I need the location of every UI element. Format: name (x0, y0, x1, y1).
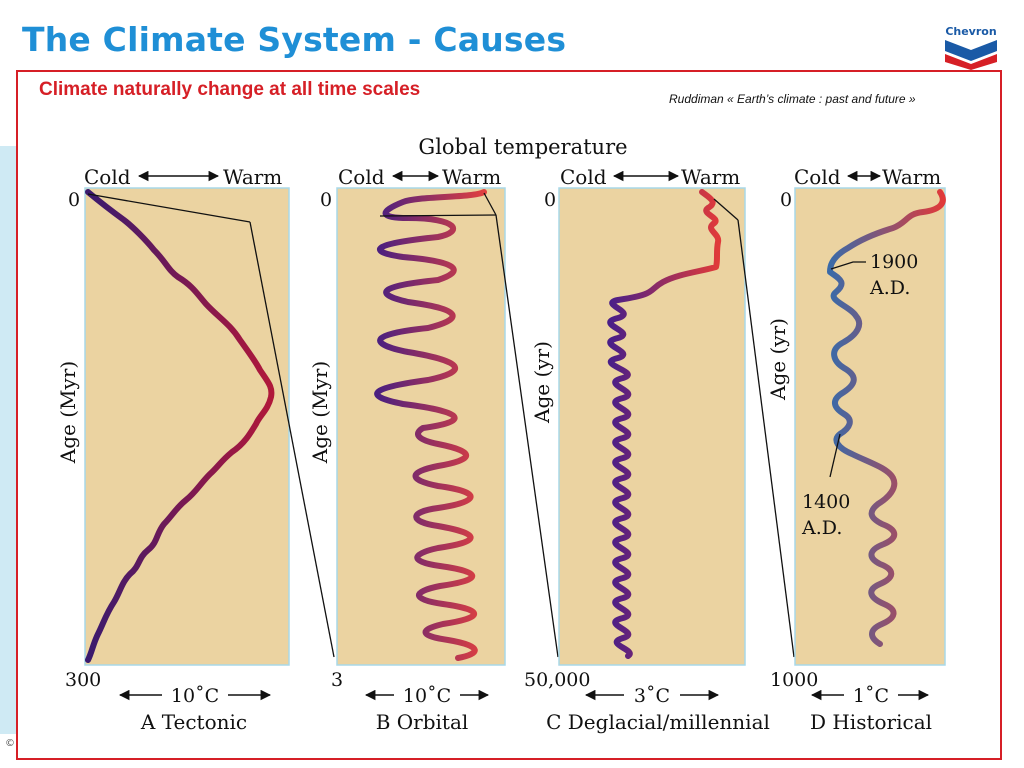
panel-a-caption: A Tectonic (140, 710, 247, 734)
panel-c-caption: C Deglacial/millennial (546, 710, 770, 734)
panel-d-scale-label: 1˚C (853, 685, 889, 707)
panel-d-1400-label-bg (800, 486, 858, 542)
panel-b-bottom-value: 3 (331, 669, 343, 691)
panel-c-y-axis-label: Age (yr) (530, 341, 554, 424)
panel-d-1400-label: 1400 (802, 491, 850, 513)
figure-header: Global temperature (418, 135, 627, 159)
figure-citation: Ruddiman « Earth’s climate : past and fu… (669, 92, 916, 106)
panel-b-scale-mask (394, 684, 460, 706)
panel-c-connector-top (713, 198, 739, 221)
logo-wordmark: Chevron (945, 25, 996, 38)
panel-d-caption: D Historical (810, 710, 932, 734)
panel-c: Cold Warm 0 50,000 Age (yr) 3˚C C Deglac… (524, 165, 795, 734)
panel-a-scale-mask (162, 684, 228, 706)
panel-b-warm-label: Warm (442, 165, 501, 189)
panel-c-bottom-value: 50,000 (524, 669, 590, 691)
panel-c-warm-label: Warm (681, 165, 740, 189)
panel-c-top-value: 0 (544, 189, 556, 211)
chevron-logo: Chevron (945, 25, 997, 70)
panel-d-scale-mask (844, 684, 898, 706)
panel-a-top-value: 0 (68, 189, 80, 211)
panel-c-temperature-curve (607, 189, 722, 659)
panel-a-cold-label: Cold (84, 165, 131, 189)
panel-d-1400-label-ad: A.D. (801, 517, 842, 539)
panel-d-1400-leader (829, 433, 841, 478)
temperature-figure: Global temperature Cold Warm 0 300 Age (… (56, 135, 946, 734)
panel-d-bottom-value: 1000 (770, 669, 818, 691)
panel-a-bottom-value: 300 (65, 669, 101, 691)
panel-b-connector-top (483, 192, 497, 216)
panel-c-cold-label: Cold (560, 165, 607, 189)
panel-a-y-axis-label: Age (Myr) (56, 361, 80, 464)
panel-d-y-axis-label: Age (yr) (766, 318, 790, 401)
slide-title: The Climate System - Causes (22, 20, 567, 59)
panel-c-scale-label: 3˚C (634, 685, 670, 707)
panel-d-warm-label: Warm (882, 165, 941, 189)
panel-a-connector-top (87, 193, 251, 223)
panel-b-connector-diagonal (495, 214, 559, 658)
panel-a-temperature-curve (85, 189, 275, 663)
panel-d-1900-label-bg (866, 248, 926, 302)
logo-chevron-red (945, 54, 997, 70)
logo-chevron-blue (945, 40, 997, 61)
panel-b-cold-label: Cold (338, 165, 385, 189)
figure-subtitle: Climate naturally change at all time sca… (39, 79, 421, 100)
panel-b-temperature-curve (374, 189, 487, 661)
panel-a-connector-diagonal (249, 221, 335, 658)
side-decor-strip (0, 146, 16, 734)
panel-b-top-value: 0 (320, 189, 332, 211)
panel-c-scale-mask (624, 684, 680, 706)
panel-b-scale-label: 10˚C (403, 685, 451, 707)
panel-b-connector-mid (379, 214, 497, 217)
panel-a: Cold Warm 0 300 Age (Myr) 10˚C A Tectoni… (56, 165, 335, 734)
panel-d-temperature-curve (827, 189, 946, 647)
panel-b: Cold Warm 0 3 Age (Myr) 10˚C B Orbital (308, 165, 559, 734)
panel-d: Cold Warm 0 1000 Age (yr) 1˚C D Historic… (766, 165, 946, 734)
panel-b-y-axis-label: Age (Myr) (308, 361, 332, 464)
panel-c-connector-diagonal (737, 219, 795, 658)
panel-a-scale-label: 10˚C (171, 685, 219, 707)
panel-d-cold-label: Cold (794, 165, 841, 189)
panel-d-top-value: 0 (780, 189, 792, 211)
copyright-text: © (5, 738, 15, 749)
panel-d-1900-label: 1900 (870, 251, 918, 273)
panel-d-1900-label-ad: A.D. (869, 277, 910, 299)
panel-d-1900-leader (830, 261, 868, 270)
figure-frame: Climate naturally change at all time sca… (16, 70, 1002, 760)
panel-b-caption: B Orbital (376, 710, 469, 734)
panel-a-warm-label: Warm (223, 165, 282, 189)
